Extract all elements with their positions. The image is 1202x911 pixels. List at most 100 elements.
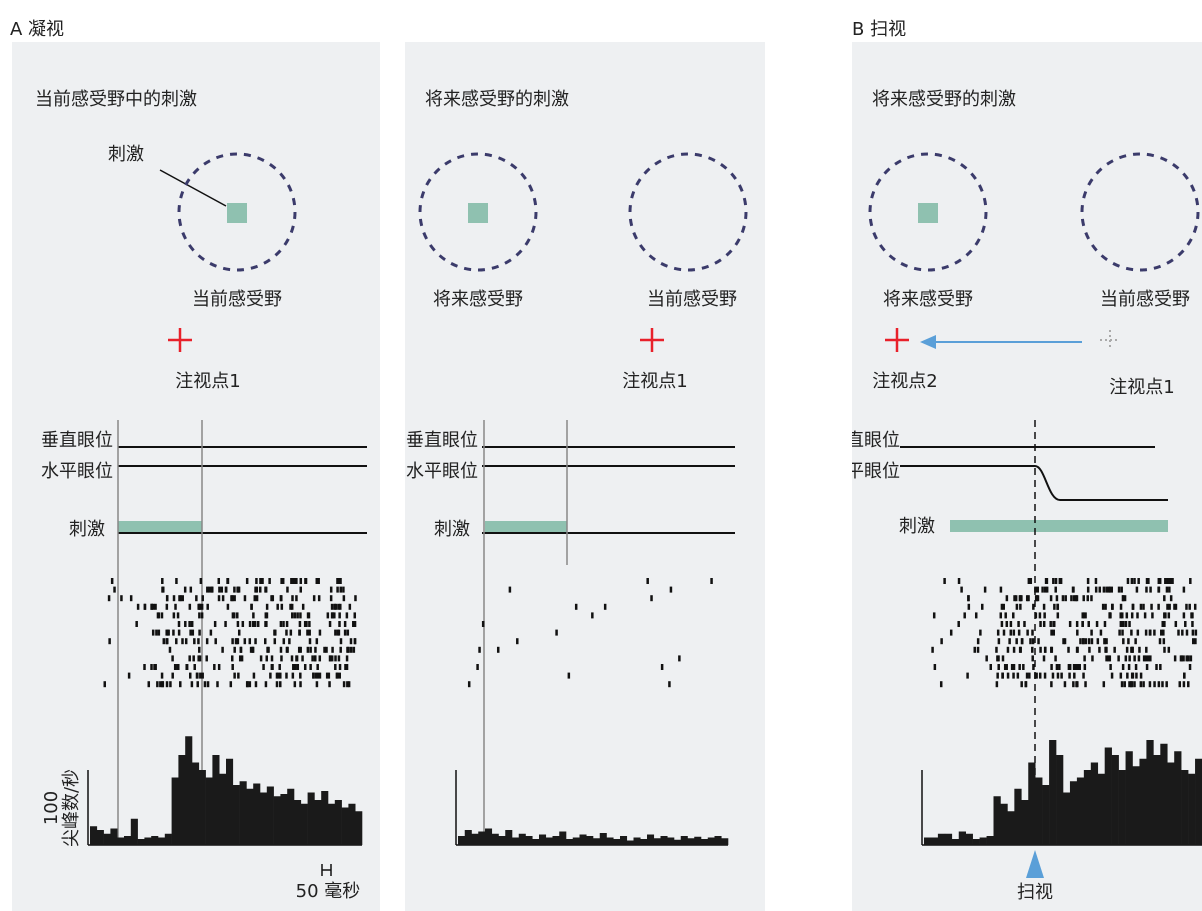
spike [1050,646,1054,653]
spike [233,672,236,679]
spike [334,664,337,670]
spike [161,578,164,584]
histogram-bar [1042,785,1050,845]
trace-label: 垂直眼位 [406,430,478,451]
spike [1018,646,1022,653]
spike [1145,646,1148,653]
spike [233,595,236,602]
spike [1003,664,1007,670]
spike [1043,586,1047,593]
trace-label: 水平眼位 [41,461,113,482]
spike [161,681,164,688]
spike [230,655,234,662]
spike [238,655,242,662]
spike [344,664,347,670]
spike [285,621,289,627]
spike [293,612,297,619]
spike [1135,586,1139,593]
spike [236,612,239,619]
histogram-bar [1069,781,1078,845]
spike [209,629,213,636]
spike [1134,638,1137,645]
spike [1090,629,1093,636]
spike [1117,586,1121,593]
spike [306,646,310,653]
spike [279,595,283,602]
fixation-label: 注视点1 [1109,377,1174,398]
fixation-cross [640,328,664,352]
spike [1147,578,1150,584]
spike [198,603,201,610]
spike [303,621,307,627]
spike [1122,638,1125,645]
spike [1020,638,1024,645]
spike [1084,681,1087,688]
receptive-field [868,152,988,272]
spike [329,655,332,662]
spike [299,586,303,593]
spike [1113,646,1116,653]
spike [165,603,169,610]
spike [251,646,254,653]
spike [353,621,357,627]
spike [1075,664,1079,670]
spike [217,595,221,602]
histogram-bar [593,838,601,845]
spike [309,664,312,670]
panel-bg [405,42,765,911]
spike [1050,664,1053,670]
spike [1167,578,1171,584]
spike [258,586,262,593]
spike [245,681,249,688]
spike [345,612,349,619]
spike [331,646,334,653]
spike [329,595,333,602]
spike [1166,603,1169,610]
spike [253,595,257,602]
spike [190,621,194,627]
spike [1166,578,1170,584]
spike [271,595,275,602]
spike [1050,629,1053,636]
trace-label: 刺激 [899,516,935,537]
spike [345,655,349,662]
spike [327,672,331,679]
spike [108,638,111,645]
spike [188,621,191,627]
spike [1182,586,1186,593]
receptive-field [1080,152,1200,272]
histogram-bar [545,837,553,845]
histogram-bar [552,836,560,845]
spike [339,586,342,593]
histogram-bar [1014,788,1022,845]
spike [177,629,181,636]
histogram-bar [674,839,682,845]
spike [172,612,176,619]
fixation-label: 注视点1 [175,371,240,392]
spike [1031,655,1034,662]
spike [668,681,671,688]
spike [336,578,339,584]
histogram-bar [958,831,966,845]
spike [1128,621,1131,627]
spike [1144,629,1148,636]
spike [265,603,269,610]
histogram-bar [1083,770,1092,845]
spike [349,638,353,645]
spike [151,629,155,636]
spike [191,629,195,636]
spike [348,603,352,610]
spike [201,672,204,679]
histogram-bar [1104,747,1112,845]
spike [1161,681,1164,688]
spike [289,629,293,636]
spike [276,603,279,610]
spike [113,586,116,593]
spike [1042,603,1046,610]
saccade-marker [1026,850,1044,878]
histogram-bar [355,811,363,845]
spike [195,595,198,602]
histogram-bar [232,785,240,845]
histogram-bar [1181,770,1189,845]
spike [981,603,984,610]
